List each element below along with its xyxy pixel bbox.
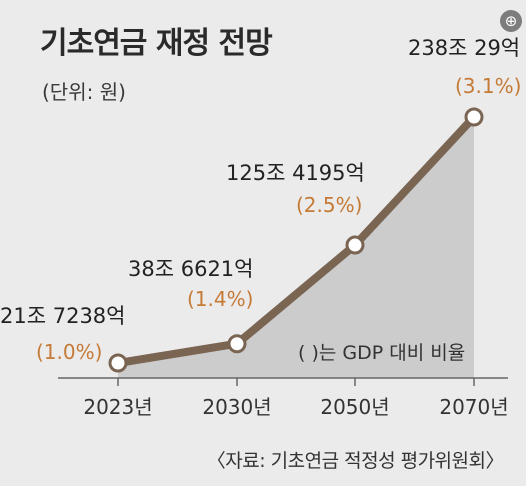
data-point [464,107,484,127]
percent-label: (1.4%) [187,287,253,311]
x-tick-label: 2030년 [202,395,271,419]
data-point [108,353,128,373]
x-tick-label: 2050년 [320,395,389,419]
data-point [345,235,365,255]
value-label: 38조 6621억 [128,257,253,281]
percent-label: (2.5%) [296,193,362,217]
x-tick-label: 2023년 [83,395,152,419]
value-label: 238조 29억 [408,36,520,60]
series-line [114,113,478,367]
x-tick-label: 2070년 [439,395,508,419]
unit-label: (단위: 원) [42,80,126,104]
area-fill [118,117,474,378]
value-label: 21조 7238억 [0,304,125,328]
zoom-in-icon[interactable]: ⊕ [500,10,522,32]
data-point [227,334,247,354]
chart-title: 기초연금 재정 전망 [40,26,273,61]
percent-label: (1.0%) [36,340,102,364]
percent-label: (3.1%) [455,74,521,98]
ratio-note: ( )는 GDP 대비 비율 [298,342,465,364]
source-label: 〈자료: 기초연금 적정성 평가위원회〉 [206,450,505,472]
value-label: 125조 4195억 [226,161,365,185]
